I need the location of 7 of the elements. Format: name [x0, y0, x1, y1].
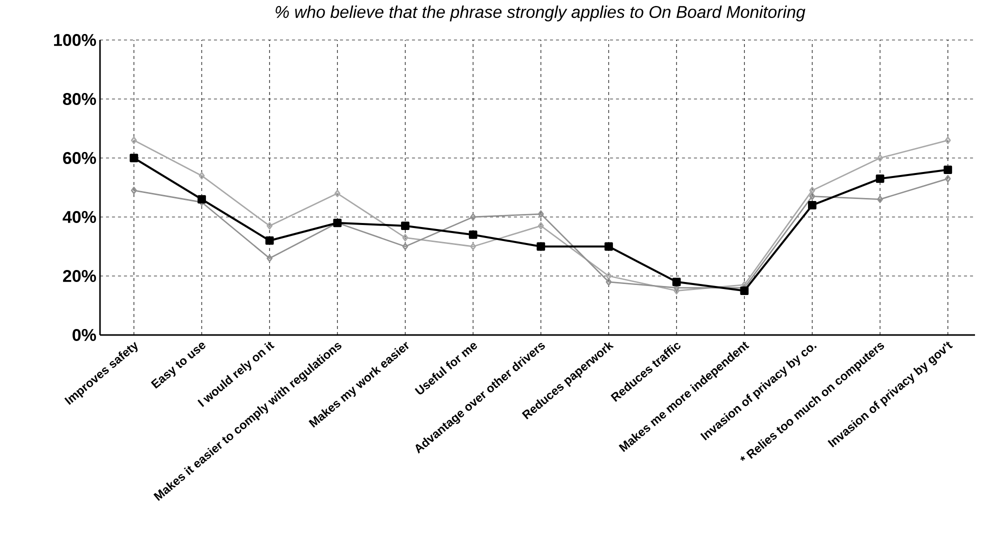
y-tick-label: 60% — [63, 152, 96, 164]
y-tick-label: 80% — [62, 92, 96, 106]
y-tick-label: 20% — [63, 270, 96, 282]
y-tick-label: 100% — [54, 34, 96, 46]
chart-title: % who believe that the phrase strongly applies to On Board Monitoring — [276, 6, 806, 22]
y-tick-label: 0% — [72, 328, 96, 342]
y-tick-label: 40% — [62, 210, 96, 224]
